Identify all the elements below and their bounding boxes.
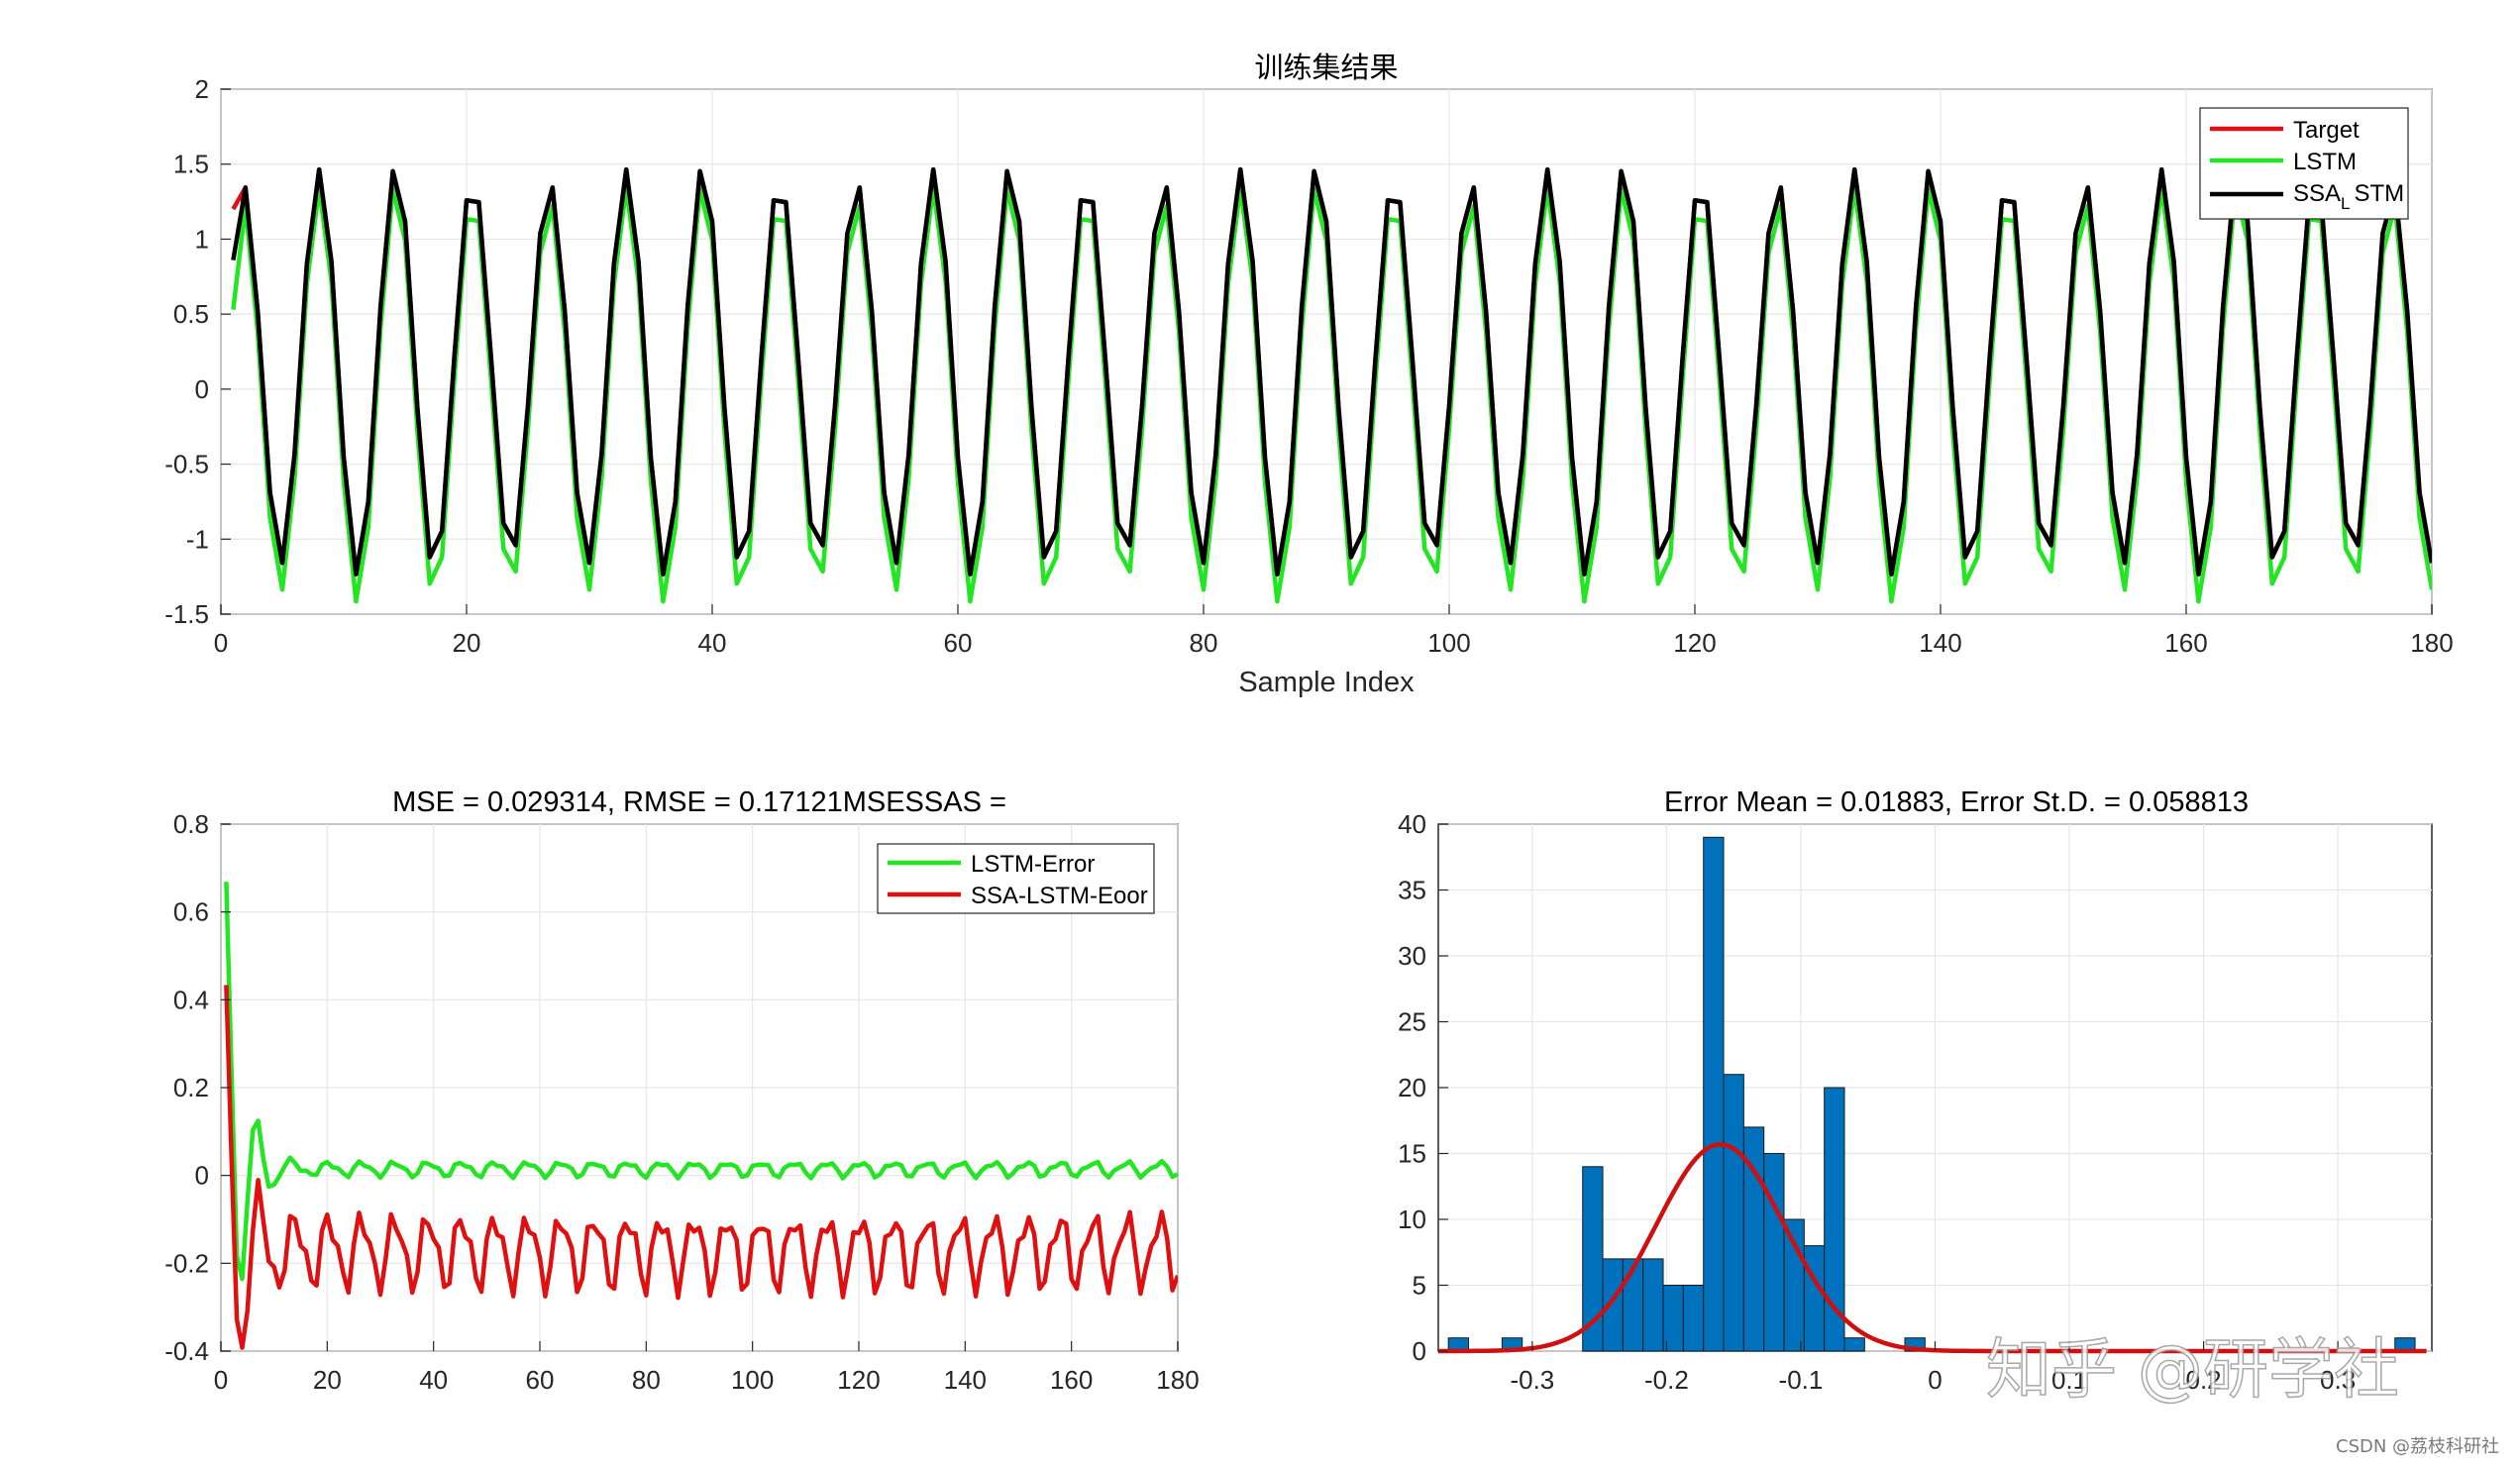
err-xtick-label: 160	[1050, 1365, 1093, 1395]
histogram-bar	[1642, 1258, 1664, 1352]
watermark: 知乎 @研学社	[1986, 1331, 2399, 1408]
top-ytick-label: 1	[195, 224, 209, 254]
hist-ytick-label: 15	[1398, 1139, 1426, 1169]
top-xtick-label: 20	[453, 628, 481, 658]
top-plot: 0 20 40 60 80 100 120 140 160 180 -1.5 -1 -0.5 0 0.5 1 1…	[164, 52, 2454, 698]
histogram-bar	[1803, 1245, 1826, 1352]
legend-label-target: Target	[2293, 117, 2360, 144]
hist-xtick-label: 0	[1928, 1365, 1942, 1395]
top-xtick-label: 80	[1190, 628, 1218, 658]
top-xtick-label: 140	[1919, 628, 1961, 658]
err-xtick-label: 140	[944, 1365, 987, 1395]
top-xtick-label: 40	[698, 628, 727, 658]
footer-credit: CSDN @荔枝科研社	[2336, 1436, 2499, 1457]
err-ytick-label: 0.4	[173, 985, 209, 1014]
err-xtick-label: 20	[313, 1365, 342, 1395]
error-line-0	[224, 882, 1178, 1282]
histogram-plot-title: Error Mean = 0.01883, Error St.D. = 0.05…	[1664, 786, 2249, 818]
top-xtick-label: 100	[1427, 628, 1470, 658]
err-ytick-label: 0.2	[173, 1073, 209, 1102]
err-ytick-label: 0	[195, 1161, 209, 1191]
hist-ytick-label: 35	[1398, 876, 1426, 905]
hist-xtick-label: -0.2	[1644, 1365, 1689, 1395]
series-line-2	[231, 166, 2432, 577]
legend-label-rest: STM	[2355, 180, 2405, 207]
error-plot: 0 20 40 60 80 100 120 140 160 180 -0.4 -0.2 0 0.2 0.4 0…	[164, 786, 1200, 1395]
legend-label-ssa-error: SSA-LSTM-Eoor	[971, 883, 1148, 909]
hist-ytick-label: 5	[1413, 1271, 1426, 1301]
hist-ytick-label: 25	[1398, 1007, 1426, 1037]
error-plot-title: MSE = 0.029314, RMSE = 0.17121MSESSAS =	[392, 786, 1006, 818]
histogram-bar	[1723, 1074, 1744, 1352]
top-legend-box	[2199, 107, 2409, 220]
hist-ytick-label: 0	[1413, 1336, 1426, 1366]
top-plot-xlabel: Sample Index	[1238, 667, 1415, 698]
hist-ytick-label: 40	[1398, 809, 1426, 839]
top-xtick-label: 0	[214, 628, 228, 658]
err-xtick-label: 60	[526, 1365, 555, 1395]
top-xtick-label: 60	[944, 628, 973, 658]
error-plot-legend: LSTM-Error SSA-LSTM-Eoor	[877, 843, 1155, 914]
histogram-bar	[1703, 836, 1725, 1352]
top-xtick-label: 180	[2410, 628, 2453, 658]
err-xtick-label: 80	[632, 1365, 661, 1395]
err-xtick-label: 40	[419, 1365, 448, 1395]
err-ytick-label: -0.4	[164, 1336, 209, 1366]
err-ytick-label: 0.8	[173, 809, 209, 839]
err-xtick-label: 100	[731, 1365, 774, 1395]
hist-ytick-label: 30	[1398, 941, 1426, 971]
top-plot-frame	[220, 88, 2433, 615]
error-line-1	[224, 985, 1178, 1350]
histogram-bar	[1824, 1087, 1845, 1352]
hist-ytick-label: 20	[1398, 1073, 1426, 1102]
legend-label-lstm: LSTM	[2293, 149, 2357, 175]
top-xtick-label: 160	[2164, 628, 2207, 658]
hist-xtick-label: 0.1	[2051, 1365, 2087, 1395]
err-xtick-label: 180	[1156, 1365, 1199, 1395]
top-ytick-label: -1.5	[164, 599, 209, 629]
err-ytick-label: 0.6	[173, 897, 209, 927]
legend-label-sub: L	[2341, 194, 2350, 213]
hist-xtick-label: -0.3	[1510, 1365, 1554, 1395]
hist-xtick-label: -0.1	[1779, 1365, 1824, 1395]
legend-label-ssalstm: SSAL STM	[2293, 180, 2404, 213]
histogram-plot: -0.3 -0.2 -0.1 0 0.1 0.2 0.3 0 5 10 15 20 25 30 35 40 E…	[1398, 786, 2433, 1395]
top-ytick-label: 1.5	[173, 150, 209, 179]
histogram-bar	[1763, 1153, 1785, 1352]
legend-label-ssa: SSA	[2293, 180, 2341, 207]
err-ytick-label: -0.2	[164, 1248, 209, 1278]
top-ytick-label: 0	[195, 374, 209, 404]
histogram-bar	[1843, 1337, 1865, 1352]
hist-ytick-label: 10	[1398, 1204, 1426, 1234]
hist-xtick-label: 0.3	[2320, 1365, 2356, 1395]
top-ytick-label: 0.5	[173, 299, 209, 329]
normal-fit-curve	[1438, 1142, 2427, 1354]
legend-label-lstm-error: LSTM-Error	[971, 851, 1095, 878]
top-ytick-label: 2	[195, 74, 209, 104]
error-legend-box	[877, 843, 1155, 914]
hist-xtick-label: 0.2	[2186, 1365, 2222, 1395]
err-xtick-label: 0	[214, 1365, 228, 1395]
top-plot-title: 训练集结果	[1254, 52, 1398, 84]
err-xtick-label: 120	[837, 1365, 880, 1395]
top-plot-legend: Target LSTM SSAL STM	[2199, 107, 2409, 220]
top-ytick-label: -0.5	[164, 450, 209, 479]
top-xtick-label: 120	[1673, 628, 1716, 658]
histogram-bar	[1682, 1285, 1705, 1352]
top-ytick-label: -1	[186, 524, 209, 554]
